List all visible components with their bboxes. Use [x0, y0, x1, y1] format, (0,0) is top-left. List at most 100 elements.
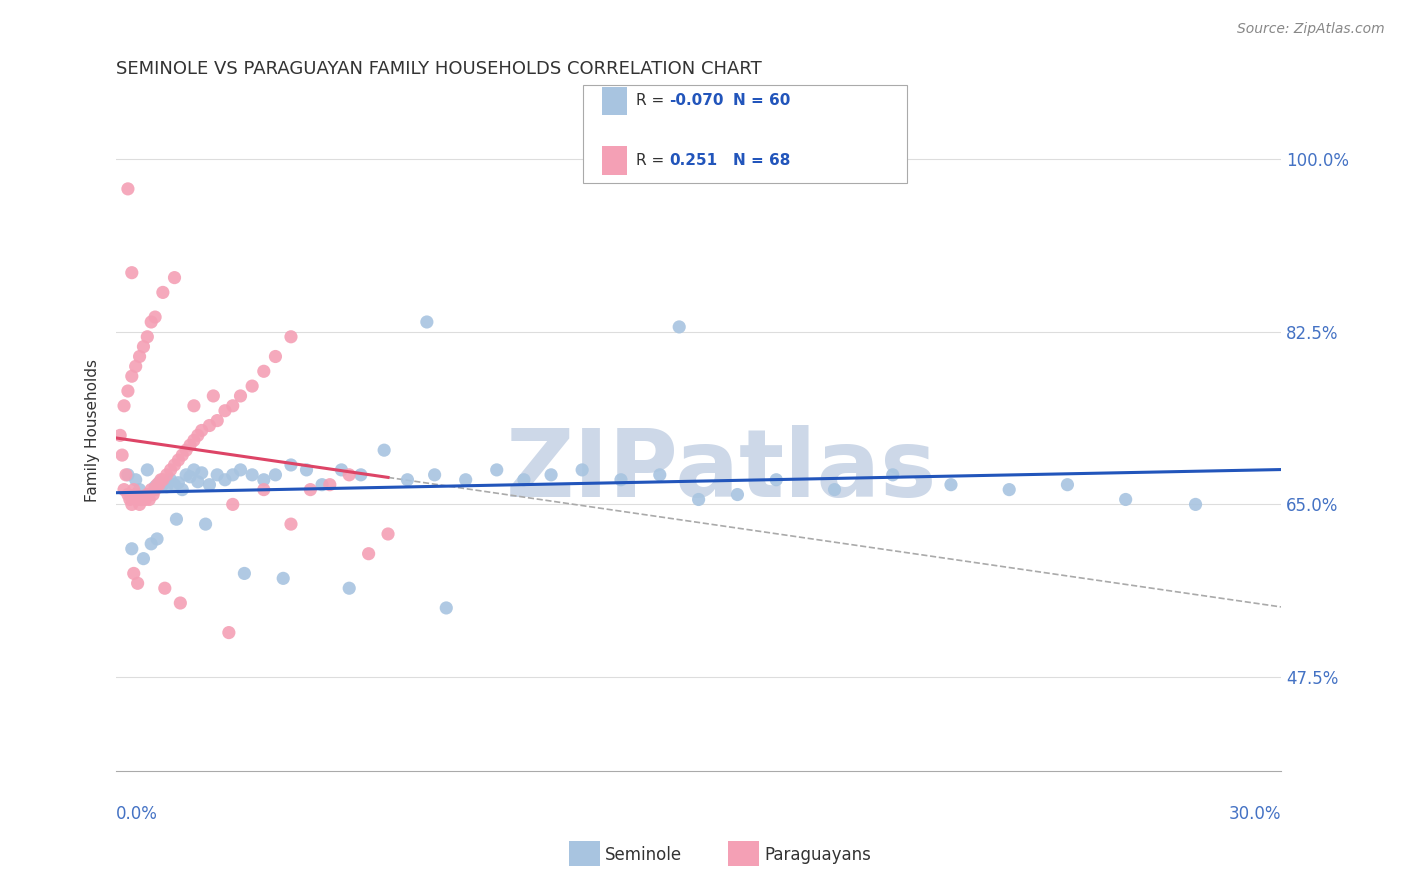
Point: [121, 497, 143, 511]
Point: [125, 473, 148, 487]
Point: [280, 330, 302, 344]
Point: [264, 350, 287, 364]
Point: [222, 467, 245, 482]
Text: ZIPatlas: ZIPatlas: [506, 425, 938, 517]
Point: [205, 414, 228, 428]
Point: [174, 467, 197, 482]
Point: [153, 581, 176, 595]
Point: [311, 477, 333, 491]
Point: [141, 315, 163, 329]
Point: [194, 517, 217, 532]
Point: [824, 483, 846, 497]
Text: R =: R =: [636, 153, 669, 168]
Point: [485, 463, 508, 477]
Point: [357, 547, 380, 561]
Point: [319, 477, 342, 491]
Point: [131, 492, 153, 507]
Point: [240, 379, 263, 393]
Point: [229, 389, 252, 403]
Point: [240, 467, 263, 482]
Point: [253, 473, 276, 487]
Text: 0.251: 0.251: [669, 153, 717, 168]
Point: [125, 487, 148, 501]
Point: [132, 340, 155, 354]
Point: [117, 467, 139, 482]
Point: [330, 463, 353, 477]
Point: [148, 477, 170, 491]
Point: [112, 399, 135, 413]
Point: [1184, 497, 1206, 511]
Point: [132, 551, 155, 566]
Point: [169, 596, 191, 610]
Point: [134, 492, 156, 507]
Point: [172, 448, 194, 462]
Point: [253, 364, 276, 378]
Point: [513, 473, 536, 487]
Point: [167, 475, 190, 490]
Text: R =: R =: [636, 94, 669, 108]
Point: [122, 566, 145, 581]
Point: [128, 497, 150, 511]
Point: [939, 477, 962, 491]
Point: [190, 466, 212, 480]
Point: [127, 576, 149, 591]
Point: [765, 473, 787, 487]
Point: [373, 443, 395, 458]
Text: N = 60: N = 60: [733, 94, 790, 108]
Point: [141, 537, 163, 551]
Point: [454, 473, 477, 487]
Point: [108, 428, 131, 442]
Text: -0.070: -0.070: [669, 94, 724, 108]
Text: 30.0%: 30.0%: [1229, 805, 1281, 823]
Point: [127, 492, 149, 507]
Point: [1056, 477, 1078, 491]
Point: [610, 473, 633, 487]
Point: [350, 467, 373, 482]
Point: [146, 477, 169, 491]
Point: [159, 473, 181, 487]
Point: [112, 483, 135, 497]
Point: [121, 369, 143, 384]
Point: [214, 473, 236, 487]
Text: Seminole: Seminole: [605, 846, 682, 863]
Point: [118, 492, 141, 507]
Point: [111, 448, 134, 462]
Point: [122, 483, 145, 497]
Point: [136, 487, 159, 501]
Point: [149, 473, 172, 487]
Point: [152, 477, 174, 491]
Point: [222, 399, 245, 413]
Point: [163, 458, 186, 472]
Point: [142, 487, 165, 501]
Point: [1115, 492, 1137, 507]
Point: [725, 487, 748, 501]
Point: [128, 483, 150, 497]
Point: [648, 467, 671, 482]
Point: [146, 532, 169, 546]
Point: [299, 483, 322, 497]
Text: Paraguayans: Paraguayans: [765, 846, 872, 863]
Point: [214, 403, 236, 417]
Point: [998, 483, 1021, 497]
Point: [141, 483, 163, 497]
Text: 0.0%: 0.0%: [117, 805, 157, 823]
Point: [167, 453, 190, 467]
Point: [183, 463, 205, 477]
Point: [159, 463, 181, 477]
Point: [280, 458, 302, 472]
Point: [202, 389, 225, 403]
Point: [183, 399, 205, 413]
Point: [222, 497, 245, 511]
Point: [423, 467, 446, 482]
Point: [143, 310, 166, 324]
Text: SEMINOLE VS PARAGUAYAN FAMILY HOUSEHOLDS CORRELATION CHART: SEMINOLE VS PARAGUAYAN FAMILY HOUSEHOLDS…: [117, 60, 762, 78]
Point: [295, 463, 318, 477]
Point: [668, 320, 690, 334]
Point: [152, 285, 174, 300]
Text: N = 68: N = 68: [733, 153, 790, 168]
Point: [174, 443, 197, 458]
Point: [540, 467, 562, 482]
Point: [218, 625, 240, 640]
Point: [165, 512, 187, 526]
Point: [179, 470, 201, 484]
